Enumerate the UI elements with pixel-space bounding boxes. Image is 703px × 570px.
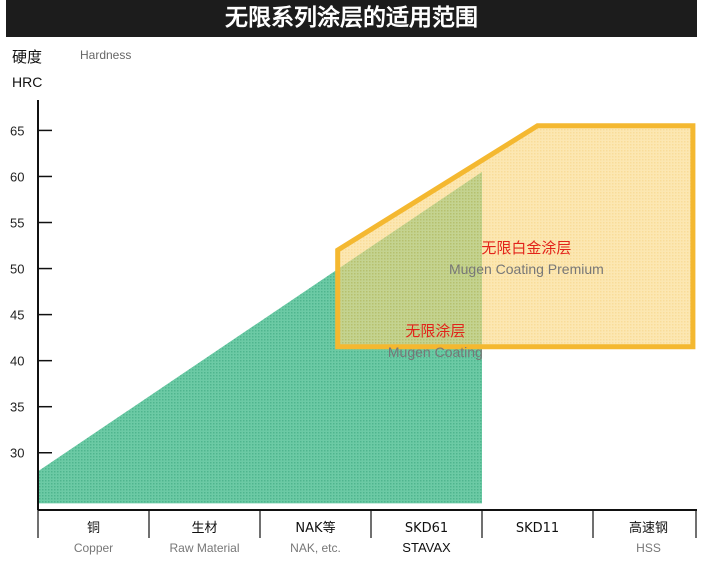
x-category-label: NAK等 — [295, 520, 335, 536]
x-category-sublabel: HSS — [636, 541, 661, 555]
y-tick-label-50: 50 — [10, 262, 24, 277]
x-category-sublabel: NAK, etc. — [290, 541, 341, 555]
chart-title: 无限系列涂层的适用范围 — [6, 0, 697, 37]
y-tick-label-45: 45 — [10, 308, 24, 323]
x-category-label: SKD11 — [516, 521, 559, 536]
y-tick-label-30: 30 — [10, 446, 24, 461]
x-category-label: SKD61 — [405, 521, 448, 536]
x-category-sublabel: STAVAX — [402, 540, 451, 555]
series-sublabel-1: Mugen Coating Premium — [449, 261, 604, 277]
x-category-sublabel: Raw Material — [169, 541, 239, 555]
y-axis-label-en: Hardness — [80, 48, 132, 62]
series-sublabel-0: Mugen Coating — [388, 344, 483, 360]
y-axis-label-cn: 硬度 — [12, 48, 43, 66]
x-category-sublabel: Copper — [74, 541, 113, 555]
series-area-mugen-coating-premium — [335, 123, 696, 350]
y-tick-label-55: 55 — [10, 216, 24, 231]
y-tick-label-35: 35 — [10, 400, 24, 415]
x-category-label: 生材 — [191, 521, 217, 536]
y-tick-label-60: 60 — [10, 169, 24, 184]
series-label-1: 无限白金涂层 — [481, 239, 571, 257]
y-tick-label-40: 40 — [10, 354, 24, 369]
x-category-label: 高速钢 — [629, 520, 668, 536]
series-label-0: 无限涂层 — [405, 322, 465, 340]
y-tick-label-65: 65 — [10, 123, 24, 138]
y-axis-unit: HRC — [12, 74, 43, 90]
x-category-label: 铜 — [87, 521, 100, 536]
